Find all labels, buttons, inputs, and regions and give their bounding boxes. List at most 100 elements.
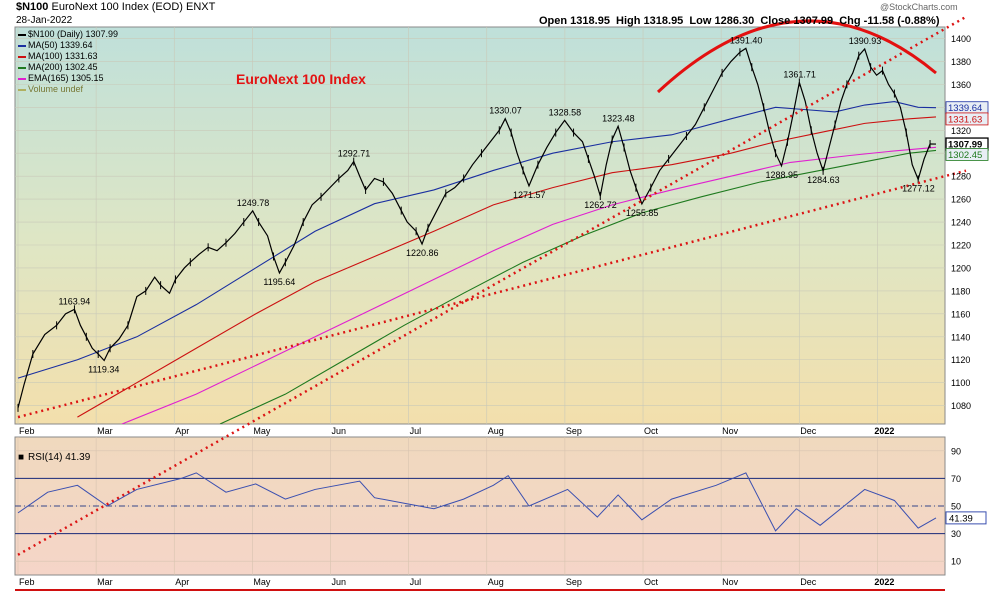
legend-entry: $N100 (Daily) 1307.99 [18,29,118,40]
y-tick-label: 1080 [951,401,971,411]
value-tag [945,112,989,126]
x-tick-label: Feb [19,577,35,587]
rsi-tick-label: 30 [951,529,961,539]
peak-label: 1195.64 [263,277,295,287]
y-tick-label: 1260 [951,195,971,205]
ohlc-readout: Open 1318.95 High 1318.95 Low 1286.30 Cl… [539,15,940,27]
legend-entry: MA(100) 1331.63 [18,51,118,62]
y-tick-label: 1320 [951,126,971,136]
rsi-line [17,472,937,532]
indicator-legend: $N100 (Daily) 1307.99 MA(50) 1339.64 MA(10… [18,29,118,95]
x-tick-label: 2022 [874,577,894,587]
y-tick-label: 1100 [951,378,970,388]
legend-entry: MA(50) 1339.64 [18,40,118,51]
legend-label: MA(50) 1339.64 [28,40,93,50]
value-tag-label: 1302.45 [948,150,982,161]
x-tick-label: Nov [722,577,739,587]
value-tag-label: 1307.99 [948,140,982,151]
x-tick-label: May [253,426,271,436]
x-tick-label: 2022 [874,426,894,436]
stockcharts-watermark: @StockCharts.com [880,2,958,12]
y-tick-label: 1120 [951,355,970,365]
x-tick-label: Mar [97,426,113,436]
trendline [17,15,967,556]
peak-label: 1262.72 [584,200,617,210]
x-tick-label: Aug [488,426,504,436]
rsi-legend-label: RSI(14) 41.39 [28,452,91,463]
chart-title: $N100 EuroNext 100 Index (EOD) ENXT [16,1,215,13]
rsi-tick-label: 50 [951,502,961,512]
peak-label: 1163.94 [58,296,90,306]
y-tick-label: 1160 [951,309,970,319]
x-tick-label: Oct [644,426,659,436]
x-tick-label: Aug [488,577,504,587]
peak-label: 1391.40 [730,35,763,45]
legend-label: MA(100) 1331.63 [28,51,98,61]
legend-swatch-icon [18,88,26,91]
rsi-tick-label: 10 [951,557,961,567]
peak-label: 1330.07 [489,106,522,116]
x-tick-label: Apr [175,426,189,436]
value-tag [945,148,989,161]
rsi-value-tag-label: 41.39 [949,513,973,524]
peak-label: 1284.63 [807,175,840,185]
symbol: $N100 [16,1,49,13]
peak-label: 1361.71 [783,69,816,79]
y-tick-label: 1400 [951,34,971,44]
x-tick-label: Oct [644,577,659,587]
x-tick-label: Jun [332,577,347,587]
rsi-tick-label: 90 [951,446,961,456]
value-tag-label: 1331.63 [948,114,982,125]
price-panel [14,26,946,425]
peak-label: 1271.57 [513,190,546,200]
peak-label: 1292.71 [338,149,371,159]
x-tick-label: Apr [175,577,189,587]
x-tick-label: Mar [97,577,113,587]
y-tick-label: 1200 [951,263,971,273]
y-tick-label: 1180 [951,286,970,296]
x-tick-label: Sep [566,426,582,436]
legend-entry: MA(200) 1302.45 [18,62,118,73]
y-tick-label: 1240 [951,218,971,228]
ma-line [121,146,937,424]
rsi-tick-label: 70 [951,474,961,484]
x-tick-label: May [253,577,271,587]
legend-swatch-icon [18,55,26,58]
legend-swatch-icon [18,44,26,47]
x-tick-label: Jun [332,426,347,436]
index-name: EuroNext 100 Index (EOD) [51,1,183,13]
exchange: ENXT [186,1,216,13]
peak-label: 1328.58 [549,107,582,117]
trendline [17,169,967,419]
x-tick-label: Feb [19,426,35,436]
x-tick-label: Dec [800,426,817,436]
ma-line [77,116,937,418]
x-tick-label: Sep [566,577,582,587]
legend-entry: Volume undef [18,84,118,95]
ma-line [17,101,937,379]
value-tag-label: 1339.64 [948,103,982,114]
legend-label: EMA(165) 1305.15 [28,73,104,83]
rsi-legend-icon: ■ [18,452,24,463]
rsi-value-tag [945,511,987,525]
x-tick-label: Nov [722,426,739,436]
legend-entry: EMA(165) 1305.15 [18,73,118,84]
legend-label: $N100 (Daily) 1307.99 [28,29,119,39]
legend-label: MA(200) 1302.45 [28,62,98,72]
ma-line [219,149,937,424]
annotation-title: EuroNext 100 Index [236,71,366,87]
legend-label: Volume undef [28,84,84,94]
y-tick-label: 1220 [951,241,971,251]
y-tick-label: 1380 [951,57,971,67]
peak-label: 1249.78 [237,198,270,208]
x-tick-label: Jul [410,426,422,436]
y-tick-label: 1280 [951,172,971,182]
legend-swatch-icon [18,77,26,80]
legend-swatch-icon [18,66,26,69]
y-tick-label: 1360 [951,80,971,90]
x-tick-label: Jul [410,577,422,587]
x-tick-label: Dec [800,577,817,587]
peak-label: 1390.93 [849,36,882,46]
peak-label: 1119.34 [88,365,119,375]
